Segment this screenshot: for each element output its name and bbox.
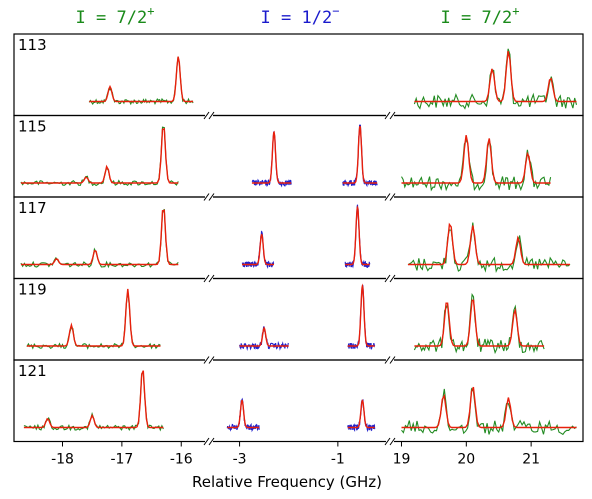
panel-113: 113 (13, 33, 584, 117)
mid-2-fit-trace (347, 283, 375, 347)
axis-break-mark (203, 274, 210, 283)
x-tick-label: -3 (233, 452, 247, 468)
axis-break-mark (208, 193, 215, 201)
mid-1-fit-trace (242, 233, 274, 266)
axis-break-mark (208, 111, 215, 120)
column-header-1: I = 7/2+ (76, 4, 155, 28)
left-fit-trace (23, 370, 164, 429)
x-axis: -18 -17 -16 -3 -1 19 20 21 (51, 111, 540, 468)
left-fit-trace (89, 56, 194, 103)
axis-break-gap (386, 275, 394, 282)
left-fit-trace (20, 128, 179, 184)
x-tick-label: 21 (522, 452, 540, 468)
axis-break-gap (386, 438, 394, 445)
axis-break-mark (384, 274, 391, 283)
mid-1-data-trace (241, 230, 275, 270)
right-fit-trace (414, 299, 545, 347)
mid-1-fit-trace (251, 130, 292, 184)
left-data-trace (26, 291, 161, 350)
x-tick-label: 20 (457, 452, 475, 468)
mid-2-fit-trace (342, 125, 378, 184)
right-data-trace (413, 293, 545, 355)
panel-115: 115 (13, 114, 584, 198)
panel-label: 121 (18, 362, 47, 380)
axis-break-mark (389, 111, 396, 120)
axis-break-gap (205, 112, 213, 119)
mid-2-data-trace (344, 204, 371, 269)
axis-break-mark (208, 274, 215, 283)
axis-break-mark (203, 356, 210, 364)
x-tick-label: -1 (331, 452, 345, 468)
column-header-label: I = 1/2 (261, 8, 333, 28)
left-data-trace (23, 371, 164, 432)
right-fit-trace (414, 50, 577, 103)
panel-label: 113 (18, 36, 47, 54)
right-fit-trace (408, 222, 570, 266)
axis-break-mark (384, 356, 391, 364)
panel-121: 121 (13, 359, 584, 443)
column-header-superscript: + (512, 4, 519, 18)
x-tick-label: -17 (110, 452, 133, 468)
panel-label: 115 (18, 118, 47, 136)
left-fit-trace (20, 209, 179, 266)
column-header-3: I = 7/2+ (441, 4, 520, 28)
right-fit-trace (401, 135, 551, 184)
panel-frame (13, 277, 584, 361)
panel-label: 119 (18, 281, 47, 299)
axis-break-mark (384, 111, 391, 120)
axis-break-mark (203, 111, 210, 120)
mid-1-fit-trace (239, 326, 289, 347)
mid-2-fit-trace (347, 399, 375, 429)
mid-1-fit-trace (227, 399, 260, 429)
left-data-trace (20, 208, 179, 269)
spectrum-panels: 113 115 117 119 121 (13, 33, 584, 443)
x-axis-label: Relative Frequency (GHz) (192, 473, 382, 491)
axis-break-mark (389, 356, 396, 364)
x-tick-label: -16 (170, 452, 193, 468)
axis-break-gap (386, 112, 394, 119)
panel-117: 117 (13, 196, 584, 280)
x-tick-label: -18 (51, 452, 74, 468)
axis-break-gap (205, 275, 213, 282)
axis-break-mark (203, 437, 210, 446)
right-data-trace (413, 48, 578, 110)
column-header-2: I = 1/2− (261, 4, 340, 28)
mid-2-fit-trace (345, 205, 370, 266)
panel-label: 117 (18, 199, 47, 217)
panel-119: 119 (13, 277, 584, 361)
left-data-trace (20, 126, 179, 187)
axis-break-mark (208, 356, 215, 364)
axis-break-mark (208, 437, 215, 446)
column-header-label: I = 7/2 (441, 8, 513, 28)
axis-break-mark (389, 437, 396, 446)
axis-break-gap (386, 357, 394, 363)
column-headers: I = 7/2+ I = 1/2− I = 7/2+ (76, 4, 520, 28)
axis-break-gap (386, 194, 394, 200)
axis-break-mark (203, 193, 210, 201)
axis-break-gap (205, 357, 213, 363)
axis-break-gap (205, 438, 213, 445)
axis-break-mark (389, 193, 396, 201)
mid-2-data-trace (342, 124, 378, 188)
panel-frame (13, 196, 584, 280)
left-fit-trace (26, 288, 161, 347)
right-fit-trace (401, 386, 577, 429)
x-tick-label: 19 (393, 452, 411, 468)
column-header-superscript: + (147, 4, 154, 18)
axis-break-mark (384, 193, 391, 201)
panel-frame (13, 359, 584, 443)
axis-break-mark (384, 437, 391, 446)
right-data-trace (407, 222, 571, 273)
axis-break-mark (389, 274, 396, 283)
column-header-label: I = 7/2 (76, 8, 148, 28)
column-header-superscript: − (332, 4, 339, 18)
axis-break-gap (205, 194, 213, 200)
